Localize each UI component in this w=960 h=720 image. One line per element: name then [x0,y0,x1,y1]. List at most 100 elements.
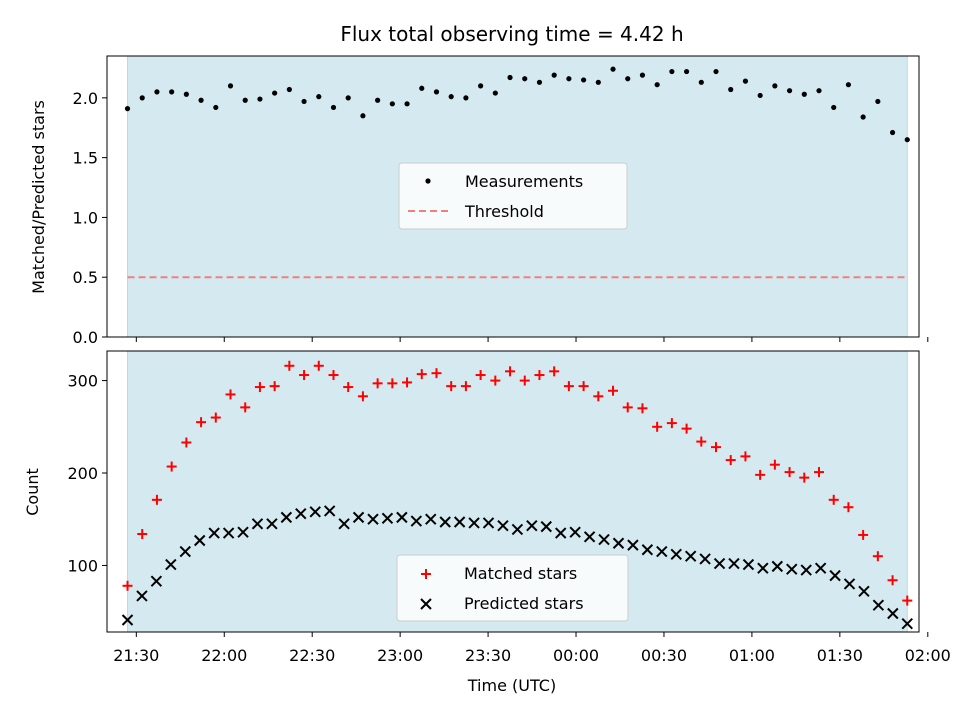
matched-star-point [828,494,839,505]
predicted-marker-b [338,518,350,530]
measurement-point [904,137,910,143]
bottom-y-axis-label: Count [23,468,42,516]
predicted-marker-b [251,518,264,530]
predicted-marker-b [295,507,307,520]
predicted-marker-b [684,550,697,562]
matched-star-point [593,391,604,402]
matched-star-point [357,391,368,402]
predicted-star-point [396,511,408,524]
measurement-point [845,82,852,88]
predicted-star-point [194,534,206,547]
chart-title: Flux total observing time = 4.42 h [340,22,683,46]
legend-matched-marker [421,569,431,579]
predicted-marker-b [468,517,480,529]
predicted-star-point [121,614,134,626]
predicted-marker-b [309,506,321,518]
bottom-legend-box [396,554,629,622]
measurement-point [551,72,557,78]
matched-star-point [887,575,898,586]
predicted-marker-b [179,545,191,558]
predicted-marker-b [150,575,163,587]
matched-star-point [343,382,354,393]
predicted-marker-b [511,523,524,536]
predicted-star-point [814,562,827,574]
matched-star-point [475,370,486,381]
matched-star-point [872,551,883,562]
predicted-marker-b [352,511,365,524]
top-y-tick-label: 0.5 [73,268,98,287]
predicted-star-point [858,585,870,598]
predicted-marker-b [771,560,784,573]
predicted-star-point [627,539,639,551]
matched-star-point [225,389,236,400]
predicted-star-point [222,527,235,539]
predicted-marker-b [453,516,466,528]
predicted-star-point [670,548,682,561]
bottom-panel: 100 200 300 21:30 22:00 22:30 23:00 23:30 00:00… [23,350,951,695]
matched-star-point [740,451,751,462]
predicted-star-point [771,560,784,573]
predicted-marker-b [410,515,423,527]
legend-predicted-label: Predicted stars [464,594,584,613]
measurement-point [566,76,572,82]
predicted-star-point [179,545,191,558]
measurement-point [272,90,278,96]
predicted-marker-b [641,544,654,556]
matched-star-point [372,378,383,389]
matched-star-point [681,423,692,434]
matched-star-point [490,375,501,386]
matched-star-point [637,403,648,414]
predicted-marker-b [425,513,437,525]
matched-star-point [711,442,722,453]
matched-star-point [814,467,825,478]
matched-star-point [137,529,148,540]
predicted-marker-b [526,519,538,532]
measurement-point [772,83,778,89]
predicted-star-point [901,617,913,630]
x-tick-label: 23:30 [465,646,511,665]
matched-star-point [122,580,133,591]
matched-star-point [313,360,324,371]
legend-measurements-marker [425,178,431,184]
matched-star-point [431,368,442,379]
matched-star-point [696,436,707,447]
matched-star-point [666,418,677,429]
matched-star-point [622,402,633,413]
matched-star-point [460,381,471,392]
top-panel: 0.00.51.01.52.0 Matched/Predicted stars … [29,22,929,347]
predicted-marker-b [540,520,552,533]
x-tick-label: 00:30 [641,646,687,665]
measurement-point [654,82,660,88]
predicted-star-point [338,518,350,530]
predicted-star-point [309,506,321,518]
predicted-marker-b [670,548,682,561]
predicted-marker-b [742,558,755,571]
measurement-point [610,66,616,72]
matched-star-point [534,370,545,381]
matched-star-point [519,375,530,386]
top-legend: Measurements Threshold [398,162,628,230]
measurement-point [713,68,719,75]
predicted-star-point [540,520,552,533]
top-legend-box [398,162,628,230]
predicted-marker-b [439,516,451,528]
predicted-star-point [641,544,654,556]
predicted-star-point [237,526,249,538]
matched-star-point [769,459,780,470]
predicted-star-point [266,518,278,530]
predicted-marker-b [757,562,769,574]
measurement-point [728,86,734,93]
predicted-star-point [367,513,379,525]
predicted-star-point [569,526,581,538]
predicted-marker-b [569,526,581,538]
matched-star-point [151,494,162,505]
measurement-point [801,91,807,97]
bottom-y-tick-label: 100 [67,556,98,575]
x-tick-label: 00:00 [553,646,599,665]
predicted-star-point [598,533,610,546]
measurement-point [683,68,690,75]
predicted-star-point [352,511,365,524]
measurement-point [816,88,822,94]
predicted-star-point [150,575,163,587]
